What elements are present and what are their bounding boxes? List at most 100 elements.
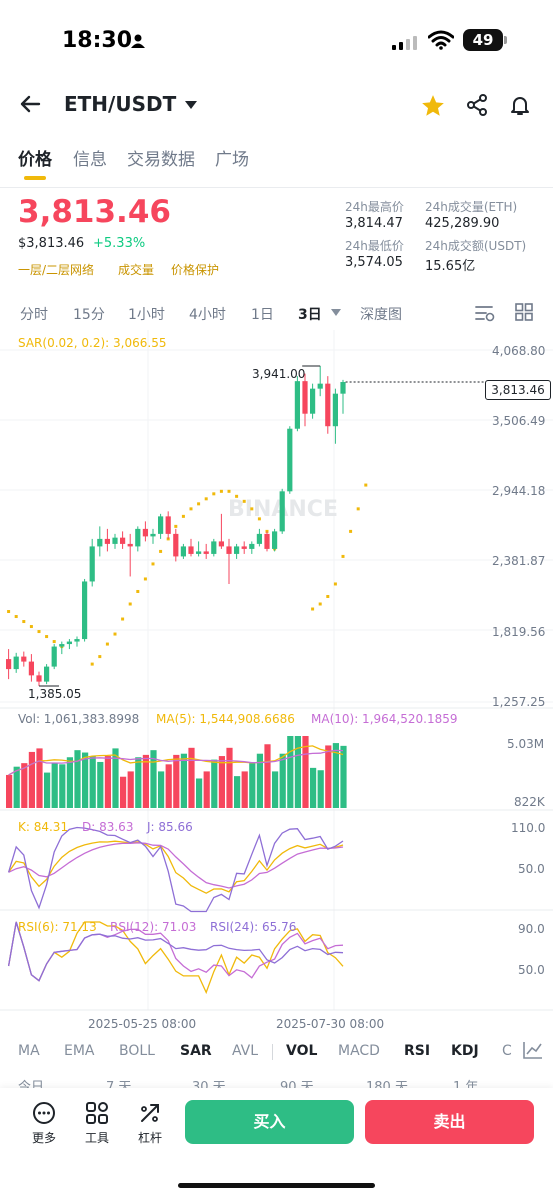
- sar-dot: [98, 655, 102, 659]
- volume-bar: [325, 745, 332, 808]
- candle-body: [104, 538, 110, 544]
- candle-body: [6, 659, 12, 670]
- kline-chart[interactable]: BINANCE: [0, 330, 553, 1035]
- volume-bar: [196, 778, 203, 808]
- ind-kdj[interactable]: KDJ: [451, 1043, 479, 1059]
- candle-body: [203, 551, 209, 554]
- interval-4h[interactable]: 4小时: [189, 307, 226, 323]
- interval-depth[interactable]: 深度图: [360, 307, 402, 323]
- vol-usdt-label: 24h成交额(USDT): [425, 239, 527, 253]
- tab-underline: [24, 176, 46, 180]
- chart-grid: [0, 330, 553, 1011]
- sar-dot: [121, 617, 125, 621]
- sar-dot: [349, 529, 353, 533]
- volume-bar: [127, 771, 134, 808]
- person-icon: [131, 34, 145, 48]
- tab-square[interactable]: 广场: [215, 150, 249, 170]
- ind-more[interactable]: C: [502, 1043, 512, 1059]
- sell-button[interactable]: 卖出: [365, 1100, 534, 1144]
- candle-body: [135, 528, 141, 547]
- sar-dot: [257, 517, 261, 521]
- volume-bar: [112, 748, 119, 808]
- bell-icon[interactable]: [508, 93, 532, 117]
- tools-icon[interactable]: [85, 1101, 109, 1125]
- more-label[interactable]: 更多: [31, 1131, 56, 1145]
- share-icon[interactable]: [465, 93, 489, 117]
- candle-body: [127, 543, 133, 547]
- tag-volume[interactable]: 成交量: [118, 263, 155, 277]
- ind-macd[interactable]: MACD: [338, 1043, 380, 1059]
- volume-bar: [249, 763, 256, 808]
- indicator-settings-icon[interactable]: [522, 1040, 544, 1060]
- buy-button[interactable]: 买入: [185, 1100, 354, 1144]
- battery-icon: 49: [463, 29, 503, 51]
- volume-bar: [317, 770, 324, 808]
- sar-dot: [189, 507, 193, 511]
- caret-down-icon[interactable]: [184, 100, 198, 110]
- interval-more-caret-icon[interactable]: [331, 309, 341, 316]
- sar-dot: [22, 620, 26, 624]
- interval-1d[interactable]: 1日: [251, 307, 274, 323]
- volume-bar: [302, 736, 309, 808]
- volume-bar: [234, 776, 241, 808]
- volume-bar: [165, 764, 172, 808]
- volume-bar: [188, 747, 195, 808]
- volume-bar: [74, 750, 81, 808]
- volume-bar: [36, 748, 43, 808]
- favorite-star-icon[interactable]: [420, 93, 446, 119]
- candle-body: [165, 516, 171, 534]
- tools-label[interactable]: 工具: [84, 1131, 109, 1145]
- layout-grid-icon[interactable]: [515, 303, 533, 321]
- volume-bar: [332, 743, 339, 808]
- leverage-label[interactable]: 杠杆: [137, 1131, 162, 1145]
- ind-ma[interactable]: MA: [18, 1043, 40, 1059]
- interval-3d[interactable]: 3日: [298, 307, 322, 323]
- time-label-0: 2025-05-25 08:00: [88, 1017, 197, 1031]
- candle-body: [234, 546, 240, 554]
- volume-bar: [310, 767, 317, 808]
- leverage-icon[interactable]: [138, 1101, 162, 1125]
- candle-body: [89, 546, 95, 582]
- ind-boll[interactable]: BOLL: [119, 1043, 155, 1059]
- status-time: 18:30: [62, 28, 133, 53]
- kdj-d-line: [8, 842, 344, 889]
- interval-1h[interactable]: 1小时: [128, 307, 165, 323]
- candle-body: [82, 581, 88, 640]
- volume-bar: [28, 751, 35, 808]
- ind-avl[interactable]: AVL: [232, 1043, 259, 1059]
- more-icon[interactable]: [32, 1101, 56, 1125]
- interval-15m[interactable]: 15分: [73, 307, 105, 323]
- kdj-k-label: K: 84.31: [18, 820, 69, 834]
- min-price-marker: 1,385.05: [28, 687, 82, 701]
- low-value: 3,574.05: [345, 255, 403, 270]
- sar-dot: [333, 582, 337, 586]
- tab-price[interactable]: 价格: [18, 150, 52, 170]
- ind-vol[interactable]: VOL: [286, 1043, 318, 1059]
- kdj-axis-1: 50.0: [518, 862, 545, 876]
- chart-settings-icon[interactable]: [474, 303, 496, 323]
- volume-bar: [6, 774, 13, 808]
- rsi24-label: RSI(24): 65.76: [210, 920, 297, 934]
- ind-ema[interactable]: EMA: [64, 1043, 95, 1059]
- tag-price-protection[interactable]: 价格保护: [171, 263, 220, 277]
- volume-bar: [241, 771, 248, 808]
- pair-selector[interactable]: ETH/USDT: [64, 92, 177, 116]
- candle-body: [302, 381, 308, 414]
- volume-bar: [256, 753, 263, 808]
- ind-rsi[interactable]: RSI: [404, 1043, 431, 1059]
- tag-layer-network[interactable]: 一层/二层网络: [18, 263, 95, 277]
- tab-info[interactable]: 信息: [73, 150, 107, 170]
- volume-bar: [142, 754, 149, 808]
- back-arrow-icon[interactable]: [18, 92, 42, 116]
- sar-dot: [136, 589, 140, 593]
- high-label: 24h最高价: [345, 200, 404, 214]
- vol-axis-1: 822K: [514, 795, 545, 809]
- volume-bar: [82, 752, 89, 808]
- sar-dot: [318, 602, 322, 606]
- candles: [6, 366, 346, 687]
- tab-trading-data[interactable]: 交易数据: [127, 150, 195, 170]
- candle-body: [226, 546, 232, 554]
- interval-timeline[interactable]: 分时: [20, 307, 48, 323]
- volume-bar: [272, 771, 279, 808]
- ind-sar[interactable]: SAR: [180, 1043, 212, 1059]
